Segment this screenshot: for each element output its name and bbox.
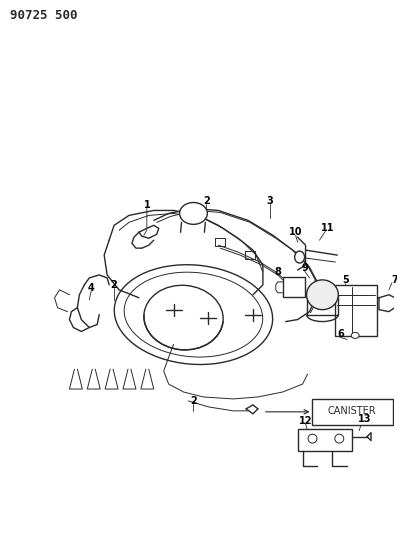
Ellipse shape (335, 434, 344, 443)
Bar (283, 277, 304, 297)
Text: 7: 7 (391, 275, 397, 285)
Ellipse shape (306, 280, 338, 310)
Ellipse shape (351, 333, 359, 338)
Bar (335, 285, 377, 336)
Ellipse shape (144, 285, 223, 350)
Text: 13: 13 (358, 414, 372, 424)
Text: 2: 2 (203, 196, 210, 206)
FancyBboxPatch shape (312, 399, 393, 425)
Text: 12: 12 (299, 416, 312, 426)
Ellipse shape (114, 265, 273, 365)
Text: 2: 2 (111, 280, 118, 290)
Text: 1: 1 (143, 200, 150, 211)
Text: 10: 10 (289, 227, 303, 237)
Text: 3: 3 (266, 196, 273, 206)
Ellipse shape (308, 434, 317, 443)
Text: 9: 9 (301, 263, 308, 273)
Text: 6: 6 (337, 329, 344, 340)
Text: 2: 2 (190, 396, 197, 406)
Text: 4: 4 (88, 283, 94, 293)
Text: 11: 11 (321, 223, 334, 233)
Text: 5: 5 (342, 275, 349, 285)
Ellipse shape (179, 203, 207, 224)
Text: 8: 8 (274, 267, 281, 277)
Text: CANISTER: CANISTER (328, 406, 376, 416)
Ellipse shape (295, 251, 304, 263)
Text: 90725 500: 90725 500 (10, 9, 77, 21)
Bar (298, 429, 352, 450)
